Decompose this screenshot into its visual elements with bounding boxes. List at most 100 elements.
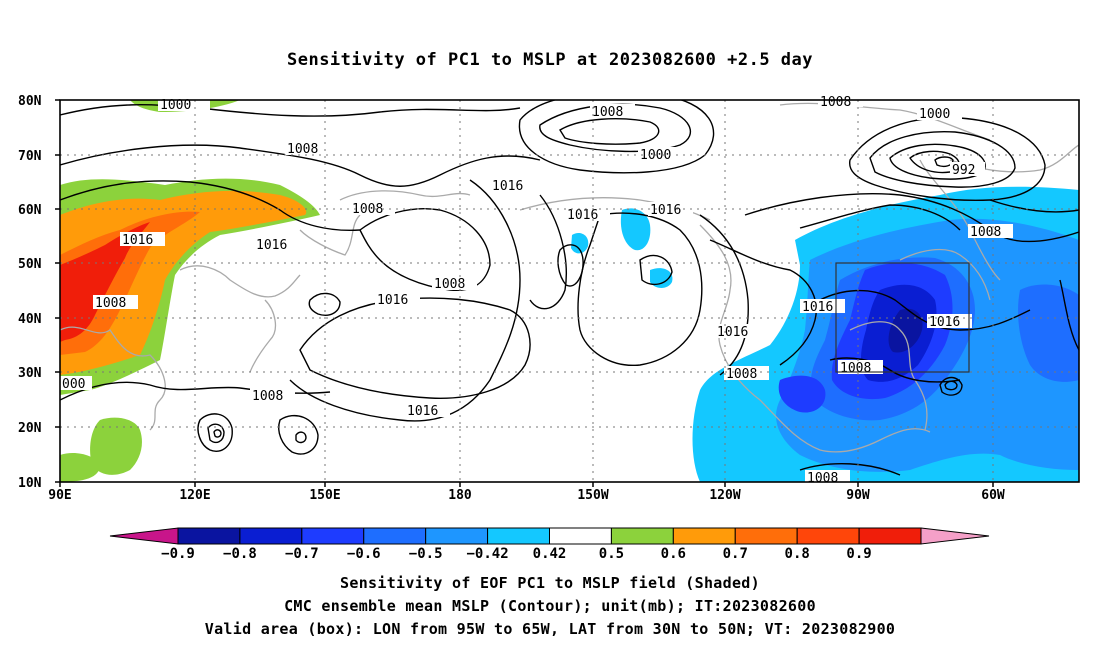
svg-text:1000: 1000 xyxy=(160,98,191,113)
svg-text:1016: 1016 xyxy=(802,300,833,315)
colorbar-label: −0.42 xyxy=(467,546,509,562)
lat-label-80n: 80N xyxy=(18,94,42,109)
shade-navy-na xyxy=(888,308,923,353)
colorbar-label: −0.7 xyxy=(285,546,319,562)
longitude-labels: 90E 120E 150E 180 150W 120W 90W 60W xyxy=(48,488,1005,503)
svg-text:1008: 1008 xyxy=(970,225,1001,240)
colorbar-label: 0.42 xyxy=(533,546,567,562)
colorbar-label: −0.8 xyxy=(223,546,257,562)
contour-label-1016-e: 1016 xyxy=(405,403,450,419)
colorbar-cell xyxy=(301,527,365,545)
contour-label-1008-b: 1008 xyxy=(350,201,395,217)
valid-area-box xyxy=(835,262,970,373)
colorbar-left-tip xyxy=(109,527,179,545)
contour-label-992: 992 xyxy=(950,162,985,178)
colorbar-cell xyxy=(734,527,798,545)
colorbar-cell xyxy=(239,527,303,545)
svg-text:1008: 1008 xyxy=(840,361,871,376)
contour-label-1016-c: 1016 xyxy=(490,178,535,194)
svg-text:1016: 1016 xyxy=(929,315,960,330)
caption-contour: CMC ensemble mean MSLP (Contour); unit(m… xyxy=(284,597,816,615)
contour-label-1008-d: 1008 xyxy=(590,104,635,120)
colorbar-cell xyxy=(363,527,427,545)
contour-label-1016-f: 1016 xyxy=(565,207,610,223)
mslp-contours xyxy=(60,100,1079,476)
svg-text:1008: 1008 xyxy=(95,296,126,311)
contour-label-1016-i: 1016 xyxy=(800,299,845,315)
contour-label-1016-b: 1016 xyxy=(254,237,299,253)
colorbar-label: 0.7 xyxy=(723,546,748,562)
contour-label-1008-a: 1008 xyxy=(285,141,330,157)
contour-label-1008-j: 1008 xyxy=(805,470,850,486)
svg-text:1016: 1016 xyxy=(256,238,287,253)
tick-marks xyxy=(55,99,994,487)
colorbar-label: −0.9 xyxy=(161,546,195,562)
contour-label-1008-e: 1008 xyxy=(432,276,477,292)
shade-lightblue-pac1 xyxy=(620,208,651,251)
svg-text:992: 992 xyxy=(952,163,975,178)
lat-label-70n: 70N xyxy=(18,149,42,164)
lon-label-120w: 120W xyxy=(709,488,740,503)
shaded-sensitivity-field xyxy=(60,100,1079,482)
svg-text:1016: 1016 xyxy=(650,203,681,218)
lat-label-40n: 40N xyxy=(18,312,42,327)
contour-label-1008-f: 1008 xyxy=(250,388,295,404)
contour-labels: 1000 1008 1008 1016 1016 1008 1000 1008 … xyxy=(60,95,1013,486)
contour-label-000: 000 xyxy=(60,376,92,392)
caption-valid-area: Valid area (box): LON from 95W to 65W, L… xyxy=(204,620,896,638)
contour-label-1008-k: 1008 xyxy=(818,95,863,110)
svg-text:1016: 1016 xyxy=(122,233,153,248)
lat-label-20n: 20N xyxy=(18,421,42,436)
svg-text:1016: 1016 xyxy=(567,208,598,223)
svg-text:1000: 1000 xyxy=(919,107,950,122)
shade-lightblue-pac2 xyxy=(571,233,589,254)
lon-label-120e: 120E xyxy=(179,488,210,503)
lon-label-150e: 150E xyxy=(309,488,340,503)
lat-label-50n: 50N xyxy=(18,257,42,272)
colorbar-label: 0.9 xyxy=(846,546,871,562)
latitude-labels: 80N 70N 60N 50N 40N 30N 20N 10N xyxy=(18,94,42,491)
contour-label-1016-a: 1016 xyxy=(120,232,165,248)
contour-label-1000-b: 1000 xyxy=(638,147,683,163)
svg-text:1008: 1008 xyxy=(352,202,383,217)
svg-text:1008: 1008 xyxy=(434,277,465,292)
svg-text:1016: 1016 xyxy=(377,293,408,308)
colorbar-cell xyxy=(549,527,612,545)
contour-label-1000-c: 1000 xyxy=(917,106,962,122)
contour-label-1008-i: 1008 xyxy=(838,360,883,376)
colorbar-label: −0.6 xyxy=(347,546,381,562)
colorbar-label: 0.8 xyxy=(785,546,810,562)
shade-red-asia xyxy=(60,222,150,342)
svg-text:1016: 1016 xyxy=(717,325,748,340)
shade-green-phil xyxy=(90,417,142,475)
colorbar-cell xyxy=(610,527,674,545)
caption-shaded: Sensitivity of EOF PC1 to MSLP field (Sh… xyxy=(340,574,760,592)
colorbar: −0.9 −0.8 −0.7 −0.6 −0.5 −0.42 0.42 0.5 0.6 0.7 0.… xyxy=(109,527,990,562)
map-border xyxy=(59,99,1080,483)
coastlines xyxy=(60,102,1079,453)
colorbar-cell xyxy=(487,527,551,545)
shade-green-sea xyxy=(60,453,100,482)
shade-blue-atl xyxy=(1018,284,1079,382)
colorbar-label: 0.6 xyxy=(661,546,686,562)
svg-text:000: 000 xyxy=(62,377,85,392)
svg-text:1016: 1016 xyxy=(492,179,523,194)
lon-label-90w: 90W xyxy=(846,488,870,503)
contour-label-1008-g: 1008 xyxy=(968,224,1013,240)
contour-label-1016-h: 1016 xyxy=(715,324,760,340)
contour-label-1016-j: 1016 xyxy=(927,314,972,330)
map-title: Sensitivity of PC1 to MSLP at 2023082600… xyxy=(286,50,813,70)
svg-text:1008: 1008 xyxy=(820,95,851,110)
lat-label-10n: 10N xyxy=(18,476,42,491)
lon-label-150w: 150W xyxy=(577,488,608,503)
colorbar-label: −0.5 xyxy=(409,546,443,562)
lon-label-60w: 60W xyxy=(981,488,1005,503)
graticule xyxy=(60,100,1079,482)
svg-text:1008: 1008 xyxy=(726,367,757,382)
svg-text:1016: 1016 xyxy=(407,404,438,419)
svg-text:1008: 1008 xyxy=(252,389,283,404)
colorbar-label: 0.5 xyxy=(599,546,624,562)
contour-label-1008-h: 1008 xyxy=(724,366,769,382)
lon-label-180: 180 xyxy=(448,488,472,503)
